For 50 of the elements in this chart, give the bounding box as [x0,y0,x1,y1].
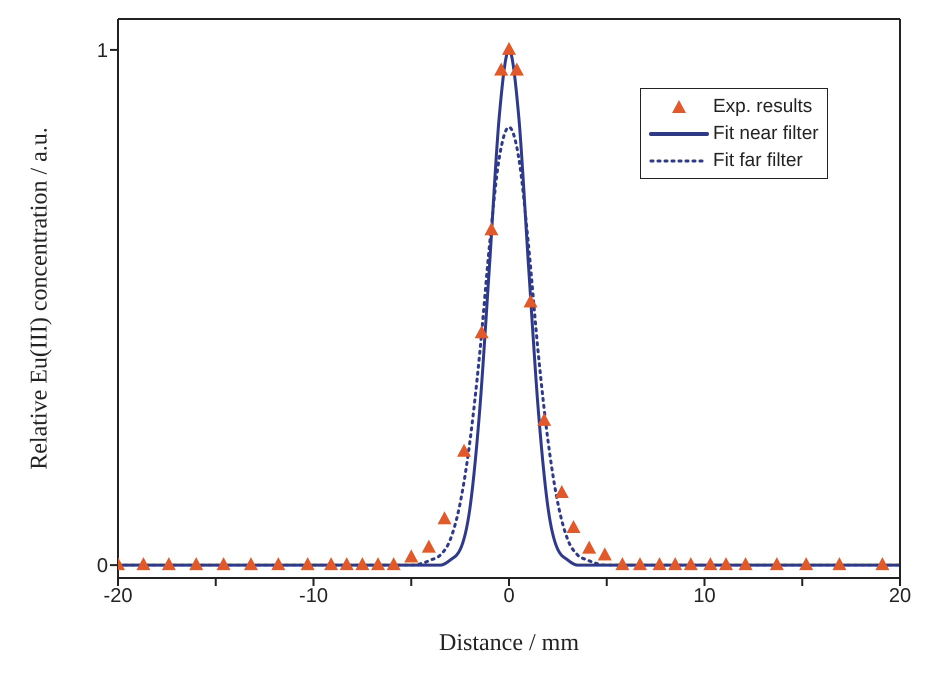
point [189,557,204,570]
point [300,557,315,570]
point [524,294,538,308]
point [355,557,370,570]
legend-label: Fit far filter [713,150,803,172]
point [474,325,489,338]
point [340,557,354,570]
point [271,557,286,570]
x-tick-label: 20 [888,585,912,608]
point [719,557,734,570]
point [162,557,176,570]
point [652,557,667,570]
point [668,557,682,570]
point [799,557,814,570]
point [216,557,231,570]
legend-label: Fit near filter [713,122,819,144]
x-tick-label: -20 [104,585,132,608]
x-tick-label: 10 [693,585,716,608]
point [554,484,569,498]
point [244,557,258,570]
point [494,62,508,76]
point [632,557,647,570]
point [510,62,524,76]
point [770,557,784,570]
point [484,222,498,236]
point [324,557,338,570]
point [684,557,698,570]
point [404,549,418,562]
point [422,540,436,553]
point [598,547,612,560]
point [566,520,581,534]
x-tick-label: 0 [503,585,515,608]
point [832,557,846,570]
point [386,557,401,570]
point [537,412,552,426]
point [582,540,596,554]
point [615,557,630,570]
x-axis-title: Distance / mm [439,630,580,656]
point [136,557,150,570]
y-tick-label: 1 [96,40,108,62]
point [738,557,753,570]
point [437,511,452,524]
point [502,42,516,55]
point [875,557,890,570]
x-tick-label: -10 [299,585,328,608]
point [371,557,386,570]
legend-label: Exp. results [713,96,812,118]
point [457,444,472,457]
point [703,557,718,570]
y-axis-title: Relative Eu(III) concentration / a.u. [26,127,53,470]
